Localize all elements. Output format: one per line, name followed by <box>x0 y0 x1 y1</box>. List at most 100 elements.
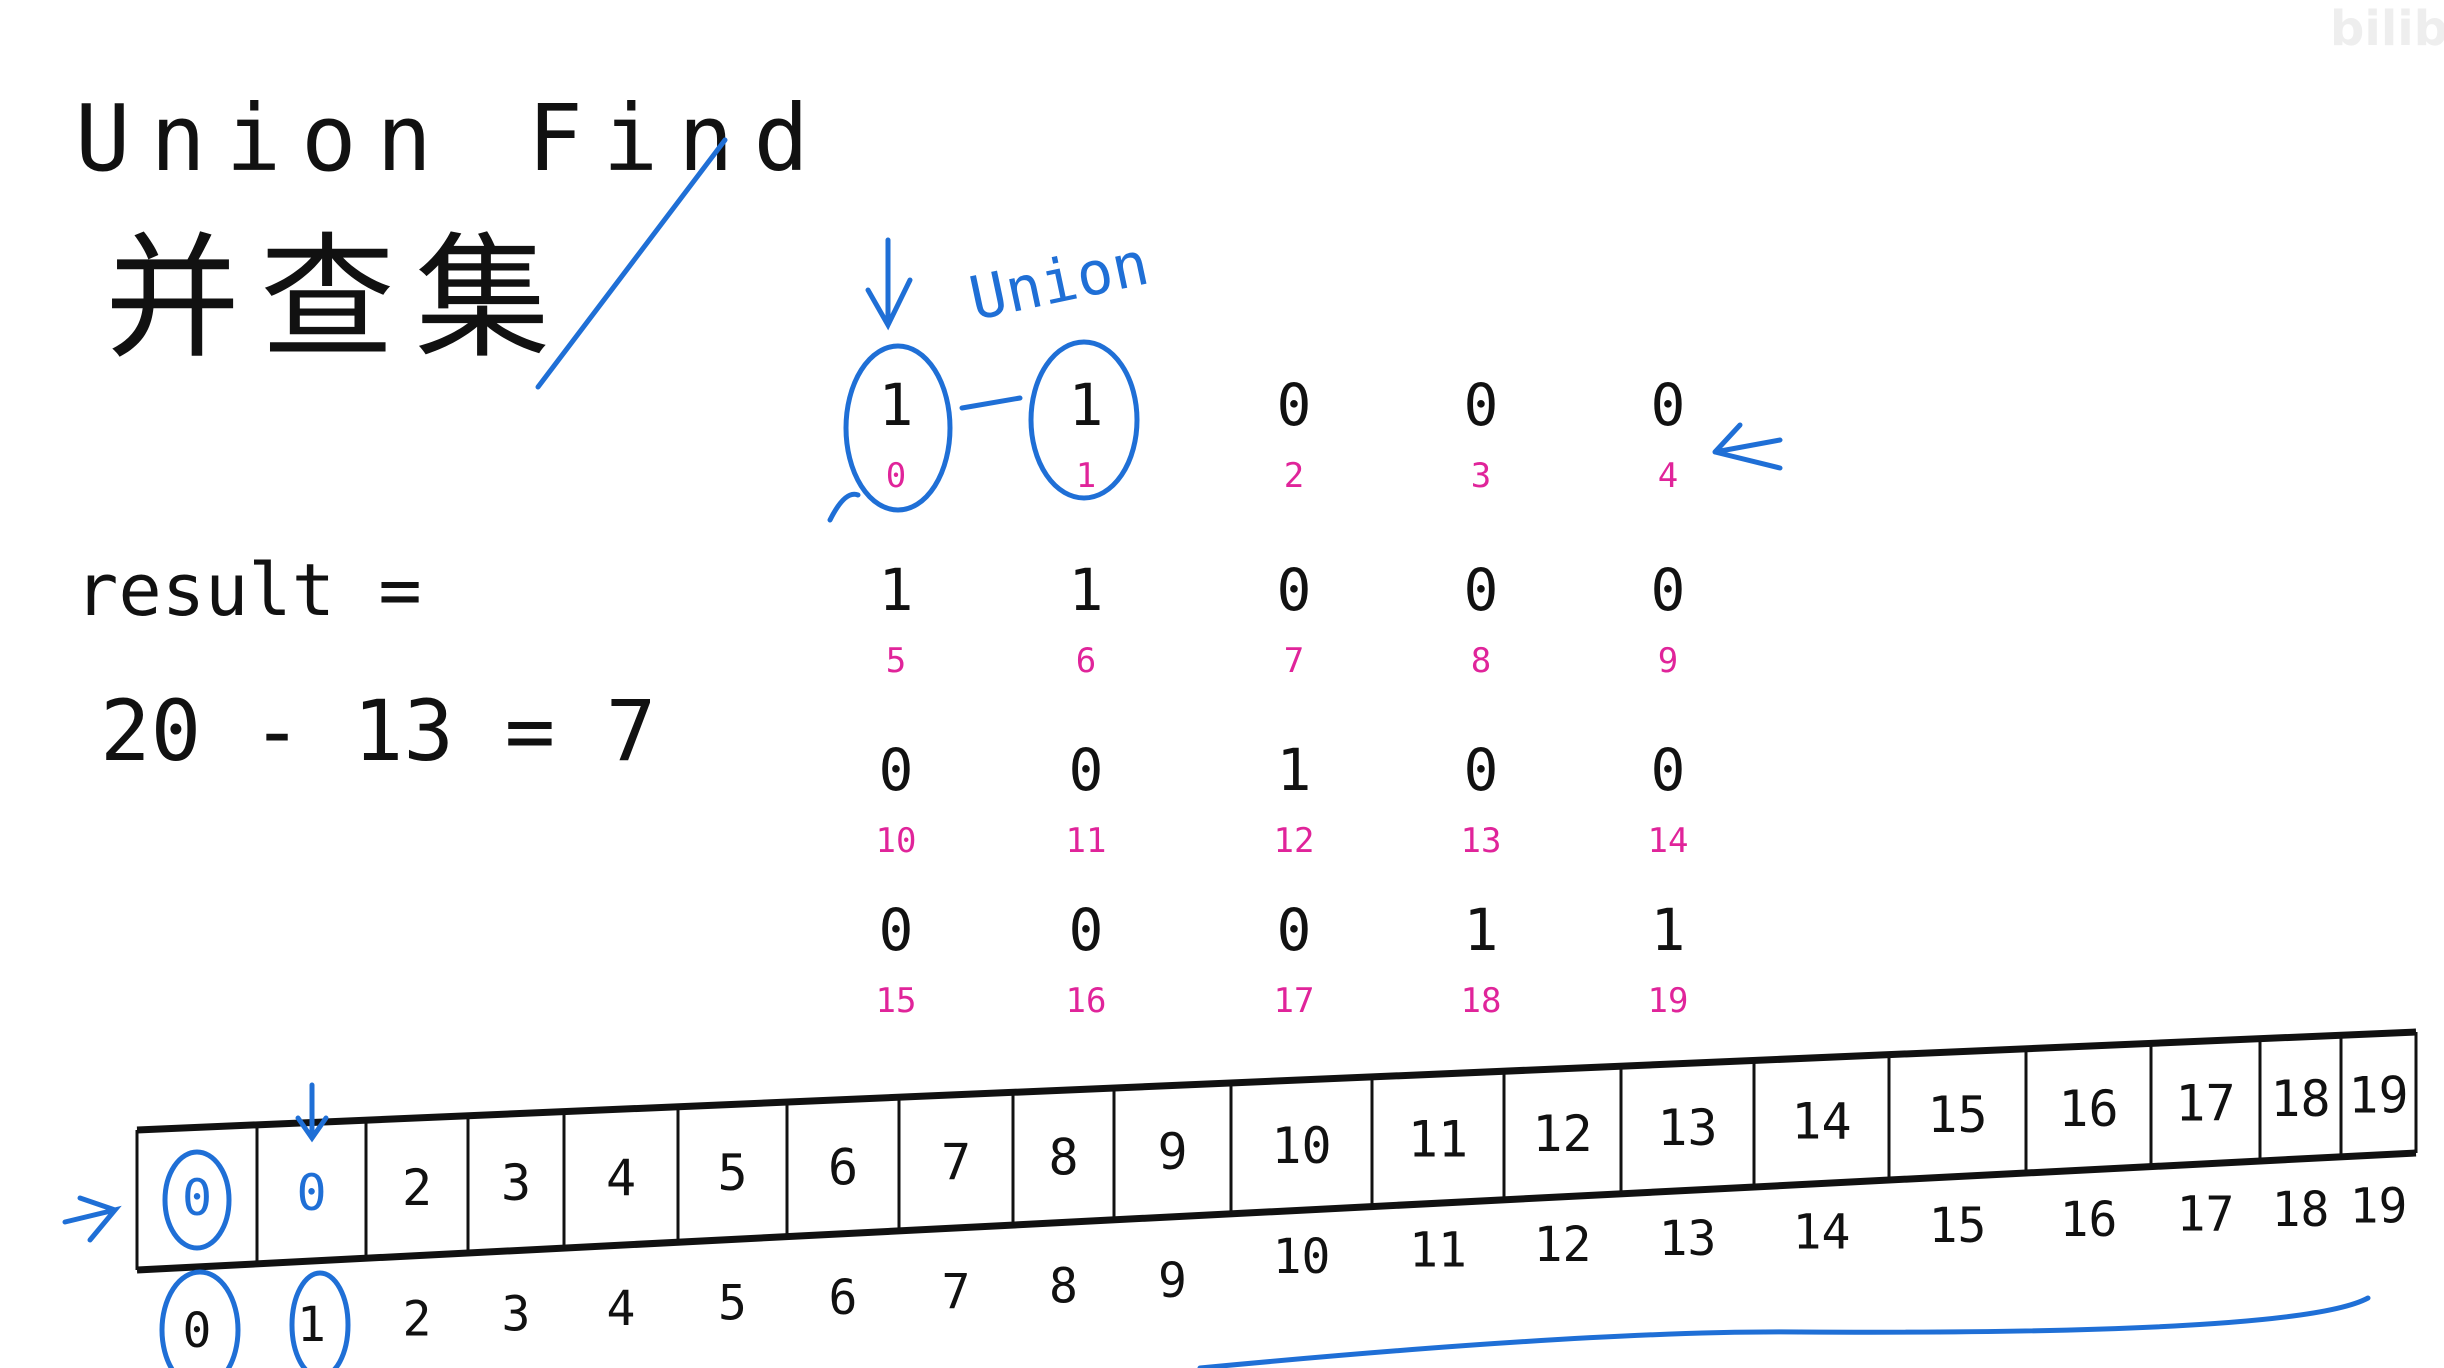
grid-index: 18 <box>1461 981 1502 1021</box>
grid-value: 0 <box>1464 736 1499 804</box>
grid-value: 1 <box>879 556 914 624</box>
grid-value: 0 <box>1069 736 1104 804</box>
array-cell-value: 18 <box>2270 1070 2330 1128</box>
array-circle-0 <box>162 1149 232 1251</box>
grid-value: 0 <box>1651 736 1686 804</box>
left-arrow-icon <box>1712 422 1783 471</box>
grid-value: 0 <box>1277 556 1312 624</box>
brace-stroke <box>1197 1295 2371 1368</box>
array-cell-value: 16 <box>2058 1080 2118 1138</box>
grid-index: 14 <box>1648 821 1689 861</box>
result-expression: 20 - 13 = 7 <box>100 682 656 780</box>
grid-index: 16 <box>1066 981 1107 1021</box>
grid-index: 7 <box>1284 641 1304 681</box>
array-cell-value: 9 <box>1157 1123 1187 1181</box>
array-cell-value: 2 <box>402 1159 432 1217</box>
grid-index: 5 <box>886 641 906 681</box>
grid-value: 0 <box>879 736 914 804</box>
array-cell-value: 8 <box>1048 1128 1078 1186</box>
array-index: 4 <box>607 1281 636 1337</box>
parent-array: 0001223344556677889910101111121213131414… <box>135 1028 2418 1368</box>
array-index: 6 <box>829 1270 858 1326</box>
grid-index: 3 <box>1471 456 1491 496</box>
array-cell-value: 13 <box>1657 1099 1717 1157</box>
union-circle-0 <box>843 343 953 513</box>
index-circle-0 <box>159 1269 241 1368</box>
array-cell-value: 14 <box>1791 1093 1851 1151</box>
array-index: 1 <box>297 1297 326 1353</box>
array-index: 9 <box>1158 1253 1187 1309</box>
array-cell-value: 4 <box>606 1149 636 1207</box>
grid-index: 6 <box>1076 641 1096 681</box>
grid-value: 0 <box>1069 896 1104 964</box>
grid-index: 11 <box>1066 821 1107 861</box>
grid-index: 8 <box>1471 641 1491 681</box>
array-index: 12 <box>1534 1217 1592 1273</box>
array-index: 10 <box>1273 1229 1331 1285</box>
array-cell-value: 11 <box>1408 1111 1468 1169</box>
grid-value: 0 <box>1464 556 1499 624</box>
grid-index: 1 <box>1076 456 1096 496</box>
grid-value: 1 <box>1069 556 1104 624</box>
grid-index: 17 <box>1274 981 1315 1021</box>
array-cell-value: 7 <box>941 1133 971 1191</box>
union-circle-1 <box>1028 339 1140 501</box>
array-index: 15 <box>1929 1198 1987 1254</box>
grid-value: 1 <box>1464 896 1499 964</box>
array-index: 11 <box>1409 1223 1467 1279</box>
array-index: 8 <box>1049 1258 1078 1314</box>
grid-value: 1 <box>1277 736 1312 804</box>
down-arrow-icon <box>865 237 913 331</box>
grid-cells: 1011020304151607080901001111201301401501… <box>876 371 1689 1021</box>
array-cell-value: 0 <box>182 1169 212 1227</box>
array-cell-value: 17 <box>2175 1074 2235 1132</box>
array-index: 18 <box>2272 1182 2330 1238</box>
grid-value: 0 <box>1651 556 1686 624</box>
grid-value: 0 <box>1277 371 1312 439</box>
grid-index: 15 <box>876 981 917 1021</box>
grid-index: 13 <box>1461 821 1502 861</box>
array-cell-value: 5 <box>717 1144 747 1202</box>
array-cell-value: 15 <box>1927 1086 1987 1144</box>
array-cell-value: 3 <box>501 1154 531 1212</box>
grid-value: 0 <box>1464 371 1499 439</box>
grid-index: 2 <box>1284 456 1304 496</box>
grid-index: 9 <box>1658 641 1678 681</box>
grid-index: 0 <box>886 456 906 496</box>
array-index: 7 <box>942 1264 971 1320</box>
grid-value: 0 <box>1651 371 1686 439</box>
union-link <box>959 395 1023 411</box>
curl-arrow-icon <box>827 491 861 523</box>
grid-index: 4 <box>1658 456 1678 496</box>
divider-stroke <box>535 137 728 390</box>
array-index: 5 <box>718 1275 747 1331</box>
array-index: 0 <box>183 1303 212 1359</box>
page-title: Union Find <box>75 85 829 192</box>
array-index: 16 <box>2060 1192 2118 1248</box>
array-index: 19 <box>2350 1178 2408 1234</box>
grid-index: 12 <box>1274 821 1315 861</box>
array-top-border <box>136 1028 2417 1134</box>
array-index: 17 <box>2177 1186 2235 1242</box>
array-bottom-border <box>136 1149 2417 1274</box>
array-cell-value: 0 <box>296 1164 326 1222</box>
array-index: 14 <box>1793 1205 1851 1261</box>
array-cell-value: 19 <box>2348 1066 2408 1124</box>
grid-value: 1 <box>879 371 914 439</box>
grid-value: 1 <box>1069 371 1104 439</box>
array-cell-value: 10 <box>1271 1117 1331 1175</box>
grid-index: 19 <box>1648 981 1689 1021</box>
page-title-chinese: 并查集 <box>105 220 570 377</box>
watermark: bilibili <box>2330 1 2444 57</box>
down-arrow-icon-array <box>295 1082 329 1143</box>
grid-value: 0 <box>879 896 914 964</box>
index-circle-1 <box>289 1270 351 1368</box>
pointer-arrow-icon <box>62 1195 122 1243</box>
grid-value: 0 <box>1277 896 1312 964</box>
grid-index: 10 <box>876 821 917 861</box>
array-cell-value: 6 <box>828 1139 858 1197</box>
array-index: 13 <box>1659 1211 1717 1267</box>
array-index: 2 <box>403 1292 432 1348</box>
array-cell-value: 12 <box>1532 1105 1592 1163</box>
